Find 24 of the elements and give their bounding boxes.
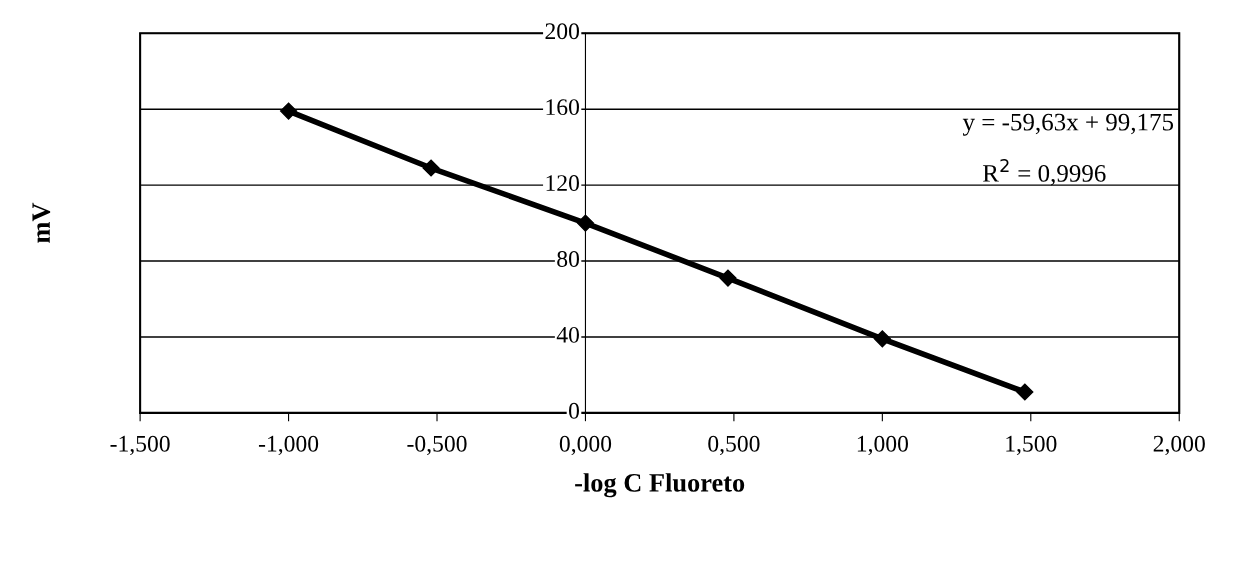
point xyxy=(280,102,298,120)
x-tick-label: 0,000 xyxy=(559,435,612,456)
y-tick-label: 80 xyxy=(557,251,579,267)
y-tick-label: 160 xyxy=(546,99,579,116)
x-tick-label: 0,500 xyxy=(708,435,760,456)
y-tick-label: 120 xyxy=(546,175,579,192)
annotation: R$^{2}$ = 0,9996 xyxy=(982,159,1106,186)
x-tick-label: -0,500 xyxy=(407,435,467,456)
y-tick-label: 200 xyxy=(545,23,579,40)
y-tick-label: 0 xyxy=(569,402,579,419)
x-tick-label: -1,500 xyxy=(110,435,170,456)
x-tick-label: 1,000 xyxy=(857,435,909,456)
y-tick-label: 40 xyxy=(556,326,579,343)
x-tick-label: 1,500 xyxy=(1006,435,1057,456)
annotation: y = -59,63x + 99,175 xyxy=(962,113,1174,136)
point xyxy=(576,214,595,232)
x-axis-title: -log C Fluoreto xyxy=(575,473,745,498)
point xyxy=(422,159,440,177)
x-tick-label: 2,000 xyxy=(1153,435,1205,456)
point xyxy=(873,330,891,348)
y-axis-title: mV xyxy=(32,202,51,243)
point xyxy=(1016,383,1034,401)
point xyxy=(719,269,737,287)
x-tick-label: -1,000 xyxy=(258,435,319,456)
